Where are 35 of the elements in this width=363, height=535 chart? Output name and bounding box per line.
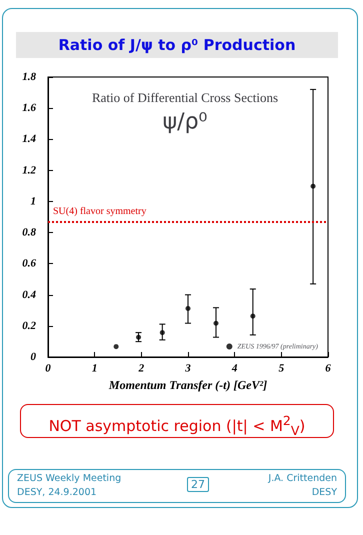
y-tick-label: 1.2 [22,164,36,176]
point [250,314,256,319]
y-tick-label: 1.6 [22,102,36,114]
y-tick-label: 0 [30,351,36,363]
y-tick-label: 0.8 [22,226,36,239]
x-tick-label: 1 [92,362,98,374]
text: J.A. Crittenden [268,473,337,484]
x-tick-label: 6 [325,362,332,374]
y-tick-label: 0.4 [22,288,36,301]
point [214,320,218,326]
chart-title: Ratio of J/ψ to ρ⁰ Production [16,32,338,58]
x-tick-label: 4 [230,362,238,374]
x-tick-label: 3 [184,362,192,374]
point [136,334,142,340]
x-tick-label: 0 [45,362,52,374]
point [160,330,165,336]
x-tick-label: 2 [138,362,145,374]
point [310,184,316,189]
text: NOT asymptotic region (|t| < M$^{2}$$_{V}$) [20,404,334,438]
text: DESY, 24.9.2001 [17,487,97,498]
point [186,306,190,311]
y-tick-label: 1.4 [22,133,36,146]
text: ZEUS Weekly Meeting [17,473,122,484]
y-tick-label: 0.6 [22,258,36,270]
y-tick-label: 0.2 [22,320,36,332]
point [114,344,119,350]
x-axis-title: Momentum Transfer (-t) [GeV²] [108,378,268,392]
text: 27 [187,477,209,492]
text: DESY [312,487,337,498]
ref-line-label: SU(4) flavor symmetry [53,206,146,218]
y-tick-label: 1.8 [22,71,36,83]
annotation: ψ/ρ⁰ [162,110,208,134]
x-tick-label: 5 [278,362,285,374]
text: Ratio of Differential Cross Sections [92,90,278,105]
y-tick-label: 1 [30,195,36,208]
